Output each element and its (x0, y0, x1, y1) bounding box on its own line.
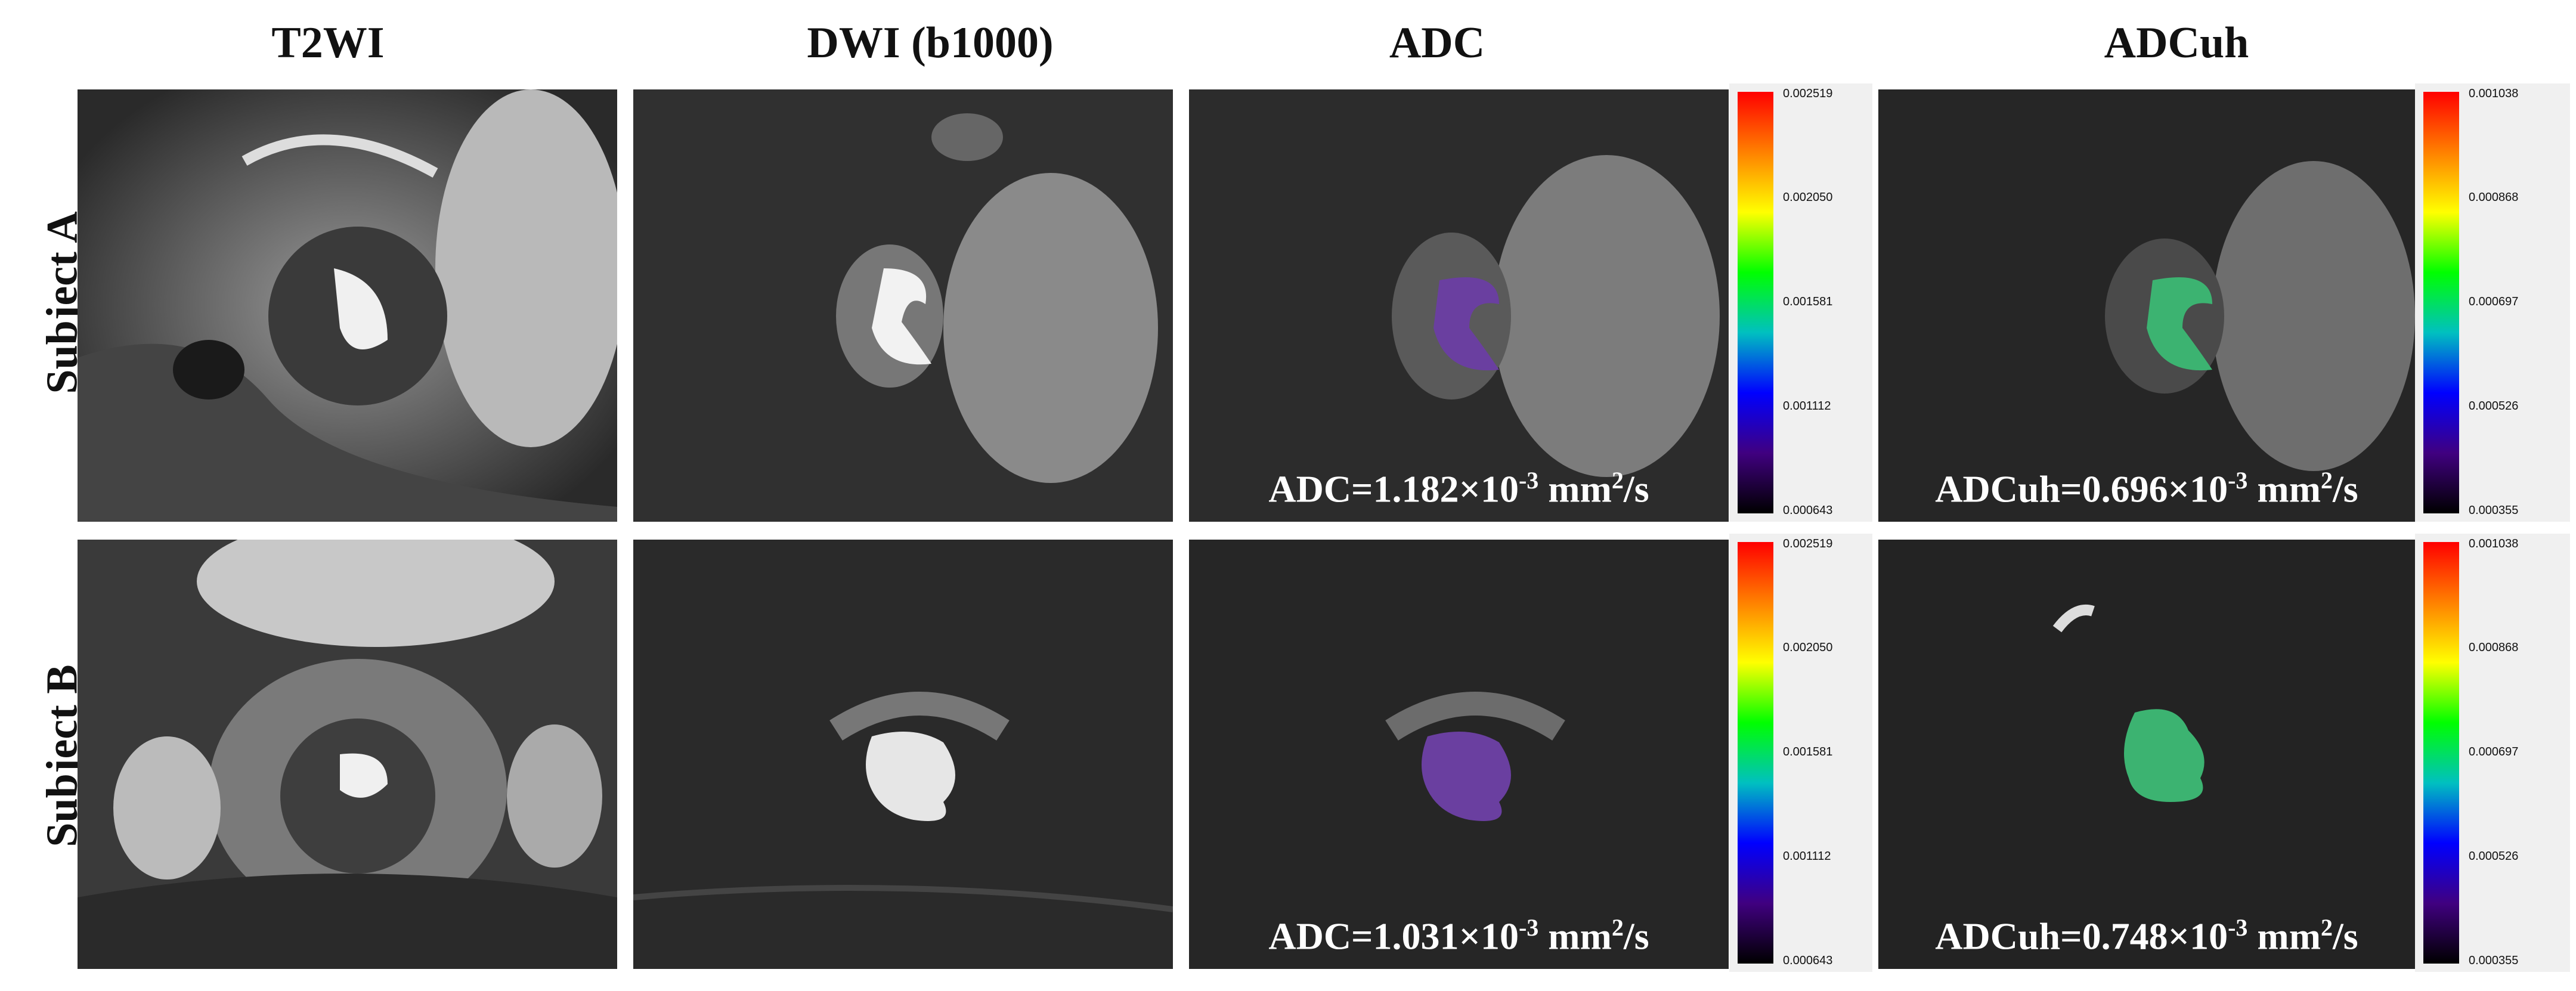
dwi-image-subject-a (633, 89, 1173, 522)
t2wi-image-subject-a (78, 89, 617, 522)
colorbar-tick: 0.002519 (1783, 537, 1833, 550)
adc-measurement-subject-b: ADC=1.031×10-3 mm2/s (1268, 913, 1649, 957)
colorbar-tick: 0.001038 (2469, 537, 2519, 550)
colorbar-tick: 0.000868 (2469, 641, 2519, 654)
colorbar-gradient (2423, 92, 2459, 513)
colorbar-tick: 0.000355 (2469, 504, 2519, 517)
colorbar-tick: 0.001112 (1783, 400, 1831, 413)
colorbar-tick: 0.001038 (2469, 87, 2519, 100)
adc-image-subject-a: ADC=1.182×10-3 mm2/s (1189, 89, 1729, 522)
colorbar-tick: 0.000355 (2469, 954, 2519, 967)
colorbar-tick: 0.002050 (1783, 641, 1833, 654)
colorbar-tick: 0.001581 (1783, 745, 1833, 758)
adc-colorbar-subject-a: 0.002519 0.002050 0.001581 0.001112 0.00… (1729, 83, 1872, 522)
colorbar-tick: 0.000643 (1783, 954, 1833, 967)
t2wi-image-subject-b (78, 540, 617, 969)
colorbar-tick: 0.002050 (1783, 191, 1833, 204)
colorbar-tick: 0.000643 (1783, 504, 1833, 517)
adcuh-measurement-subject-a: ADCuh=0.696×10-3 mm2/s (1935, 466, 2358, 510)
colorbar-gradient (1738, 92, 1773, 513)
adcuh-colorbar-subject-b: 0.001038 0.000868 0.000697 0.000526 0.00… (2415, 534, 2570, 972)
colorbar-gradient (2423, 542, 2459, 964)
dwi-image-subject-b (633, 540, 1173, 969)
colorbar-tick: 0.002519 (1783, 87, 1833, 100)
colorbar-tick: 0.000697 (2469, 745, 2519, 758)
column-title-t2wi: T2WI (271, 18, 385, 67)
colorbar-tick: 0.000697 (2469, 295, 2519, 308)
adc-colorbar-subject-b: 0.002519 0.002050 0.001581 0.001112 0.00… (1729, 534, 1872, 972)
colorbar-tick: 0.001581 (1783, 295, 1833, 308)
adcuh-colorbar-subject-a: 0.001038 0.000868 0.000697 0.000526 0.00… (2415, 83, 2570, 522)
colorbar-gradient (1738, 542, 1773, 964)
colorbar-tick: 0.000526 (2469, 850, 2519, 863)
adcuh-measurement-subject-b: ADCuh=0.748×10-3 mm2/s (1935, 913, 2358, 957)
adcuh-image-subject-a: ADCuh=0.696×10-3 mm2/s (1878, 89, 2415, 522)
colorbar-tick: 0.001112 (1783, 850, 1831, 863)
adcuh-image-subject-b: ADCuh=0.748×10-3 mm2/s (1878, 540, 2415, 969)
colorbar-tick: 0.000526 (2469, 400, 2519, 413)
column-title-adcuh: ADCuh (2104, 18, 2249, 67)
column-title-dwi: DWI (b1000) (807, 18, 1054, 67)
adc-image-subject-b: ADC=1.031×10-3 mm2/s (1189, 540, 1729, 969)
adc-measurement-subject-a: ADC=1.182×10-3 mm2/s (1268, 466, 1649, 510)
column-title-adc: ADC (1389, 18, 1485, 67)
colorbar-tick: 0.000868 (2469, 191, 2519, 204)
